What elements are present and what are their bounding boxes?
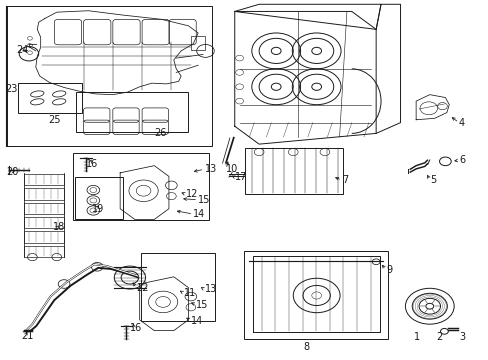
Text: 4: 4	[458, 118, 464, 128]
Text: 16: 16	[130, 323, 142, 333]
Text: 25: 25	[48, 115, 61, 125]
Bar	[24, 246, 64, 257]
Bar	[7, 6, 211, 146]
Text: 26: 26	[154, 128, 166, 138]
Bar	[141, 253, 215, 320]
Text: 12: 12	[185, 189, 198, 199]
Text: 20: 20	[6, 167, 19, 177]
Text: 24: 24	[16, 45, 29, 55]
Text: 19: 19	[92, 204, 104, 214]
Text: 15: 15	[195, 300, 208, 310]
Bar	[245, 148, 342, 194]
Bar	[24, 231, 64, 243]
Text: 22: 22	[136, 283, 148, 293]
Text: 10: 10	[225, 164, 238, 174]
Bar	[18, 83, 81, 113]
Text: 13: 13	[204, 284, 216, 294]
Text: 18: 18	[53, 222, 65, 232]
Text: 11: 11	[183, 288, 195, 298]
Bar	[190, 36, 204, 50]
Text: 13: 13	[204, 164, 216, 174]
Text: 14: 14	[190, 316, 203, 325]
Text: 6: 6	[458, 155, 464, 165]
Bar	[24, 203, 64, 214]
Bar	[73, 153, 209, 220]
Text: 21: 21	[21, 331, 34, 341]
Bar	[75, 177, 122, 219]
Text: 8: 8	[303, 342, 308, 352]
Bar	[76, 92, 188, 132]
Text: 9: 9	[385, 265, 391, 275]
Text: 7: 7	[341, 175, 347, 185]
Text: 16: 16	[86, 159, 98, 169]
Text: 14: 14	[193, 209, 205, 219]
Text: 1: 1	[413, 332, 420, 342]
Bar	[244, 251, 387, 338]
Text: 15: 15	[198, 195, 210, 205]
Text: 2: 2	[435, 332, 442, 342]
Text: 5: 5	[429, 175, 435, 185]
Text: 17: 17	[234, 172, 246, 182]
Text: 3: 3	[458, 332, 464, 342]
Bar	[24, 174, 64, 185]
Bar	[24, 188, 64, 200]
Bar	[24, 217, 64, 228]
Text: 23: 23	[5, 84, 18, 94]
